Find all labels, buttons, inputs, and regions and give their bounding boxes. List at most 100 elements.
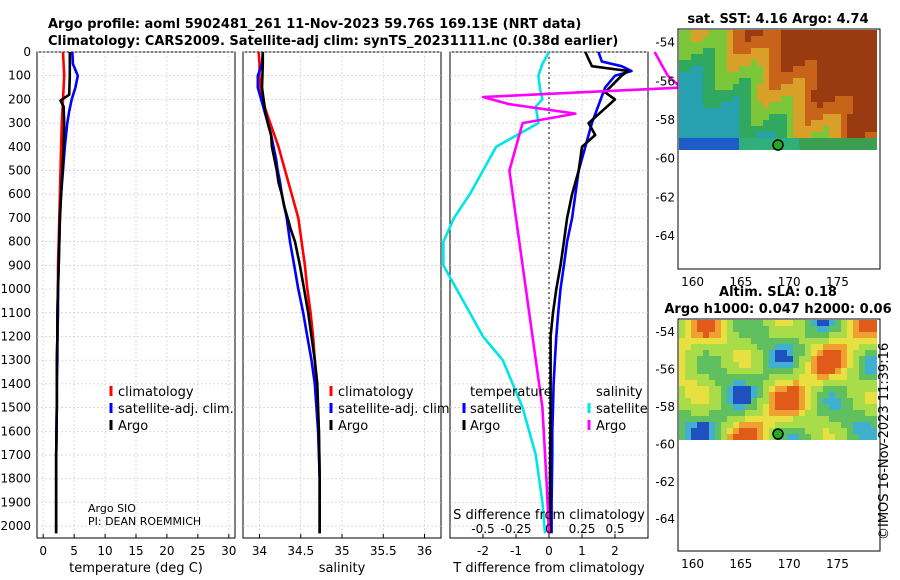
heat-cell: [703, 320, 709, 326]
heat-cell: [715, 120, 721, 126]
heat-cell: [787, 96, 793, 102]
heat-cell: [691, 30, 697, 36]
heat-cell: [733, 132, 739, 138]
heat-cell: [727, 120, 733, 126]
heat-cell: [685, 84, 691, 90]
heat-cell: [847, 326, 853, 332]
heat-cell: [727, 138, 733, 144]
heat-cell: [769, 72, 775, 78]
heat-cell: [757, 398, 763, 404]
temperature-diff-xlabel: T difference from climatology: [452, 561, 645, 576]
heat-cell: [691, 96, 697, 102]
heat-cell: [853, 84, 859, 90]
heat-cell: [775, 54, 781, 60]
heat-cell: [835, 434, 841, 440]
heat-cell: [745, 102, 751, 108]
heat-cell: [823, 434, 829, 440]
heat-cell: [841, 422, 847, 428]
heat-cell: [871, 30, 877, 36]
sst-argo-marker: [772, 139, 784, 151]
heat-cell: [751, 338, 757, 344]
heat-cell: [817, 54, 823, 60]
heat-cell: [859, 338, 865, 344]
heat-cell: [679, 36, 685, 42]
heat-cell: [697, 42, 703, 48]
lat-tick-label: -60: [655, 437, 675, 451]
heat-cell: [769, 114, 775, 120]
heat-cell: [841, 132, 847, 138]
heat-cell: [709, 410, 715, 416]
heat-cell: [829, 374, 835, 380]
depth-tick-label: 100: [8, 69, 31, 83]
heat-cell: [715, 144, 721, 150]
heat-cell: [757, 326, 763, 332]
heat-cell: [811, 362, 817, 368]
heat-cell: [727, 422, 733, 428]
heat-cell: [781, 30, 787, 36]
heat-cell: [721, 144, 727, 150]
heat-cell: [817, 422, 823, 428]
heat-cell: [763, 416, 769, 422]
heat-cell: [739, 54, 745, 60]
heat-cell: [823, 410, 829, 416]
heat-cell: [847, 434, 853, 440]
heat-cell: [787, 36, 793, 42]
heat-cell: [721, 72, 727, 78]
heat-cell: [763, 144, 769, 150]
heat-cell: [871, 386, 877, 392]
heat-cell: [733, 54, 739, 60]
heat-cell: [709, 350, 715, 356]
heat-cell: [865, 368, 871, 374]
heat-cell: [775, 386, 781, 392]
heat-cell: [835, 338, 841, 344]
heat-cell: [841, 338, 847, 344]
heat-cell: [793, 84, 799, 90]
heat-cell: [763, 120, 769, 126]
lat-tick-label: -54: [655, 325, 675, 339]
heat-cell: [829, 416, 835, 422]
heat-cell: [793, 332, 799, 338]
heat-cell: [787, 338, 793, 344]
heat-cell: [829, 398, 835, 404]
heat-cell: [793, 326, 799, 332]
heat-cell: [835, 404, 841, 410]
heat-cell: [721, 332, 727, 338]
heat-cell: [793, 398, 799, 404]
heat-cell: [721, 108, 727, 114]
heat-cell: [841, 398, 847, 404]
heat-cell: [775, 114, 781, 120]
heat-cell: [739, 326, 745, 332]
heat-cell: [811, 66, 817, 72]
heat-cell: [793, 392, 799, 398]
heat-cell: [745, 404, 751, 410]
heat-cell: [775, 380, 781, 386]
heat-cell: [811, 368, 817, 374]
heat-cell: [859, 380, 865, 386]
heat-cell: [733, 96, 739, 102]
heat-cell: [781, 66, 787, 72]
temperature-xlabel: temperature (deg C): [69, 561, 203, 576]
heat-cell: [757, 102, 763, 108]
depth-tick-label: 1100: [0, 306, 31, 320]
heat-cell: [799, 344, 805, 350]
heat-cell: [727, 356, 733, 362]
heat-cell: [739, 368, 745, 374]
heat-cell: [853, 42, 859, 48]
heat-cell: [841, 144, 847, 150]
heat-cell: [793, 90, 799, 96]
heat-cell: [793, 102, 799, 108]
heat-cell: [679, 416, 685, 422]
heat-cell: [811, 392, 817, 398]
heat-cell: [781, 386, 787, 392]
heat-cell: [745, 380, 751, 386]
heat-cell: [691, 108, 697, 114]
heat-cell: [799, 356, 805, 362]
heat-cell: [835, 30, 841, 36]
heat-cell: [787, 374, 793, 380]
heat-cell: [691, 54, 697, 60]
heat-cell: [745, 374, 751, 380]
heat-cell: [787, 326, 793, 332]
heat-cell: [679, 368, 685, 374]
heat-cell: [865, 422, 871, 428]
heat-cell: [745, 144, 751, 150]
